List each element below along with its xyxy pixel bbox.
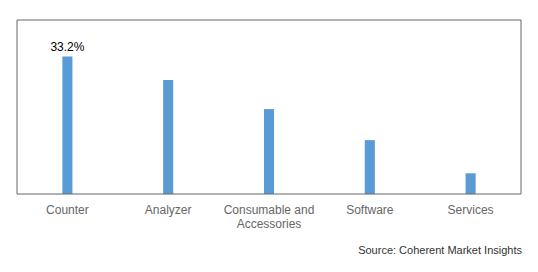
svg-text:Services: Services bbox=[448, 203, 494, 217]
svg-text:Analyzer: Analyzer bbox=[145, 203, 192, 217]
svg-text:Software: Software bbox=[346, 203, 394, 217]
svg-text:Consumable andAccessories: Consumable andAccessories bbox=[224, 203, 315, 231]
svg-text:33.2%: 33.2% bbox=[50, 40, 84, 54]
html-text:Source: Coherent Market Insigh: Source: Coherent Market Insights bbox=[358, 244, 522, 256]
svg-text:Counter: Counter bbox=[46, 203, 89, 217]
